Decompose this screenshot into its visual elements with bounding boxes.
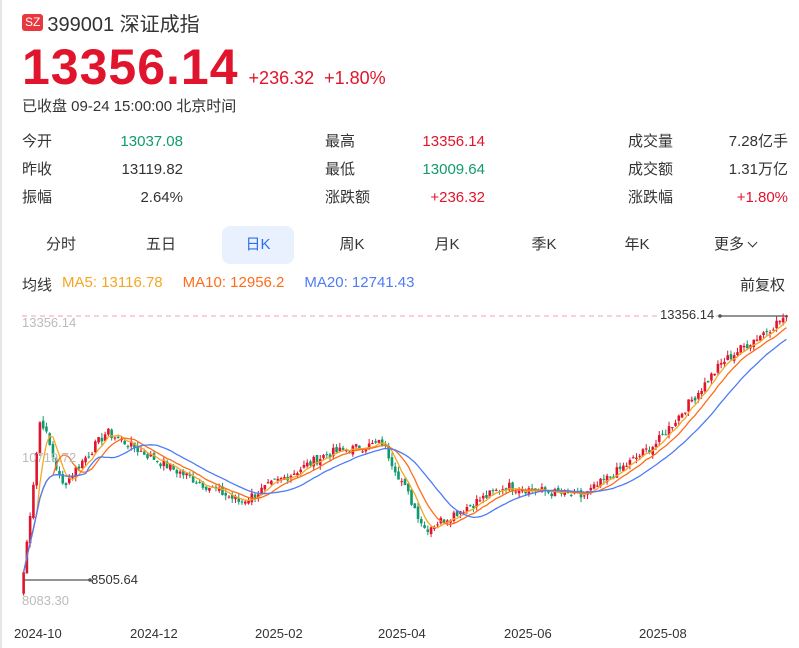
market-status: 已收盘 09-24 15:00:00 北京时间 xyxy=(22,98,237,115)
y-label-mid: 10719.72 xyxy=(22,450,77,465)
stat-label: 成交额 xyxy=(628,161,674,178)
price-row: 13356.14 +236.32 +1.80% xyxy=(22,40,386,94)
tab-more-label: 更多 xyxy=(713,236,744,253)
tab-daily-k[interactable]: 日K xyxy=(222,226,294,264)
stat-prev-close: 13119.82 xyxy=(121,161,183,178)
stat-amplitude: 2.64% xyxy=(140,189,183,206)
tab-quarterly-k[interactable]: 季K xyxy=(531,236,557,253)
stat-label: 昨收 xyxy=(22,161,53,178)
y-label-max: 13356.14 xyxy=(22,315,77,330)
x-tick: 2025-06 xyxy=(504,626,552,641)
stat-label: 涨跌幅 xyxy=(628,189,674,206)
x-tick: 2025-02 xyxy=(255,626,303,641)
x-tick: 2024-12 xyxy=(130,626,178,641)
stat-open: 13037.08 xyxy=(120,133,183,150)
index-title: 399001 深证成指 xyxy=(47,14,200,36)
current-price: 13356.14 xyxy=(22,39,239,95)
stat-label: 最高 xyxy=(325,133,356,150)
y-label-min: 8083.30 xyxy=(22,593,69,608)
min-marker-label: 8505.64 xyxy=(91,572,138,587)
stat-label: 成交量 xyxy=(628,133,674,150)
ma20-value: MA20: 12741.43 xyxy=(304,274,415,291)
tab-monthly-k[interactable]: 月K xyxy=(434,236,460,253)
stat-label: 最低 xyxy=(325,161,356,178)
stat-change-amount: +236.32 xyxy=(430,189,485,206)
price-change: +236.32 xyxy=(248,68,315,88)
ma5-value: MA5: 13116.78 xyxy=(62,274,163,291)
x-tick: 2025-08 xyxy=(639,626,687,641)
max-marker-label: 13356.14 xyxy=(660,307,717,322)
exchange-badge: SZ xyxy=(22,14,44,31)
ma-legend: 均线 MA5: 13116.78 MA10: 12956.2 MA20: 127… xyxy=(22,274,415,295)
stat-low: 13009.64 xyxy=(422,161,485,178)
stat-label: 涨跌额 xyxy=(325,189,371,206)
tab-intraday[interactable]: 分时 xyxy=(45,236,76,253)
tab-yearly-k[interactable]: 年K xyxy=(624,236,650,253)
stat-volume: 7.28亿手 xyxy=(728,133,788,150)
period-tabs: 分时 五日 日K 周K 月K 季K 年K 更多 xyxy=(22,226,782,264)
tab-five-day[interactable]: 五日 xyxy=(145,236,176,253)
adjust-mode-button[interactable]: 前复权 xyxy=(739,277,785,294)
stat-label: 振幅 xyxy=(22,189,53,206)
stat-change-pct: +1.80% xyxy=(736,189,788,206)
x-tick: 2025-04 xyxy=(378,626,426,641)
price-change-pct: +1.80% xyxy=(324,68,386,88)
stat-turnover: 1.31万亿 xyxy=(728,161,788,178)
tab-weekly-k[interactable]: 周K xyxy=(339,236,365,253)
x-tick: 2024-10 xyxy=(14,626,62,641)
stat-high: 13356.14 xyxy=(422,133,485,150)
tab-more[interactable]: 更多 xyxy=(700,226,770,264)
ma10-value: MA10: 12956.2 xyxy=(182,274,285,291)
stat-label: 今开 xyxy=(22,133,53,150)
header: SZ 399001 深证成指 xyxy=(22,8,200,37)
ma-legend-title: 均线 xyxy=(22,277,53,294)
